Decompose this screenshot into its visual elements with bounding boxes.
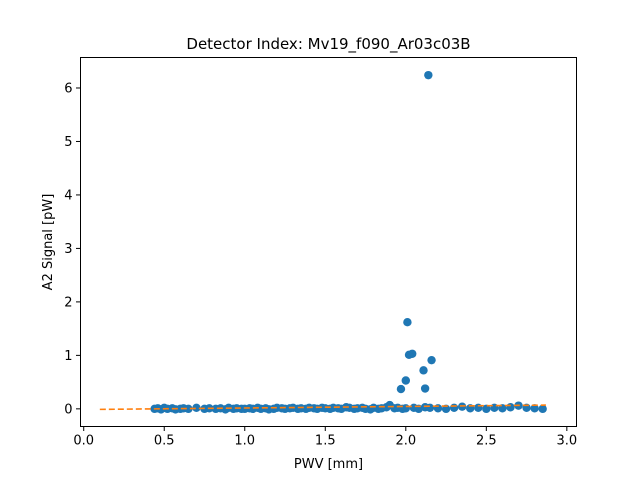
x-tick-label: 2.5 (476, 434, 497, 449)
plot-area (99, 70, 547, 414)
data-point (401, 404, 410, 413)
y-tick-label: 0 (64, 402, 72, 417)
data-point (404, 350, 414, 360)
axis-ticks: 0.0 0.5 1.0 1.5 2.0 2.5 3.0 0 1 2 3 4 5 6 (64, 81, 577, 448)
x-tick-label: 0.5 (154, 434, 175, 449)
data-point (419, 366, 428, 375)
data-point (192, 403, 201, 412)
data-point (482, 404, 491, 414)
y-tick-label: 4 (64, 188, 72, 203)
x-tick-label: 1.5 (315, 434, 336, 449)
data-point (530, 404, 539, 413)
data-point (474, 403, 483, 412)
data-point (425, 403, 435, 412)
y-tick-label: 3 (64, 242, 72, 257)
data-point (396, 384, 406, 394)
y-tick-label: 6 (64, 81, 72, 96)
x-tick-label: 2.0 (395, 434, 416, 449)
x-tick-label: 1.0 (234, 434, 255, 449)
data-point (538, 404, 547, 414)
data-point (184, 404, 193, 414)
data-point (506, 403, 515, 412)
x-axis-label: PWV [mm] (294, 457, 363, 472)
data-point (457, 402, 467, 411)
data-point (427, 355, 436, 365)
x-tick-label: 3.0 (556, 434, 577, 449)
plot-frame (80, 57, 577, 427)
data-point (420, 384, 430, 393)
data-point (424, 70, 433, 80)
y-tick-label: 2 (64, 295, 72, 310)
data-point (403, 318, 412, 327)
y-tick-label: 1 (64, 349, 72, 364)
data-point (401, 376, 410, 385)
x-tick-label: 0.0 (73, 434, 94, 449)
y-tick-label: 5 (64, 135, 72, 150)
fit-line (99, 404, 546, 411)
data-point (449, 403, 459, 412)
y-axis-label: A2 Signal [pW] (41, 194, 56, 291)
chart-title: Detector Index: Mv19_f090_Ar03c03B (186, 35, 470, 54)
